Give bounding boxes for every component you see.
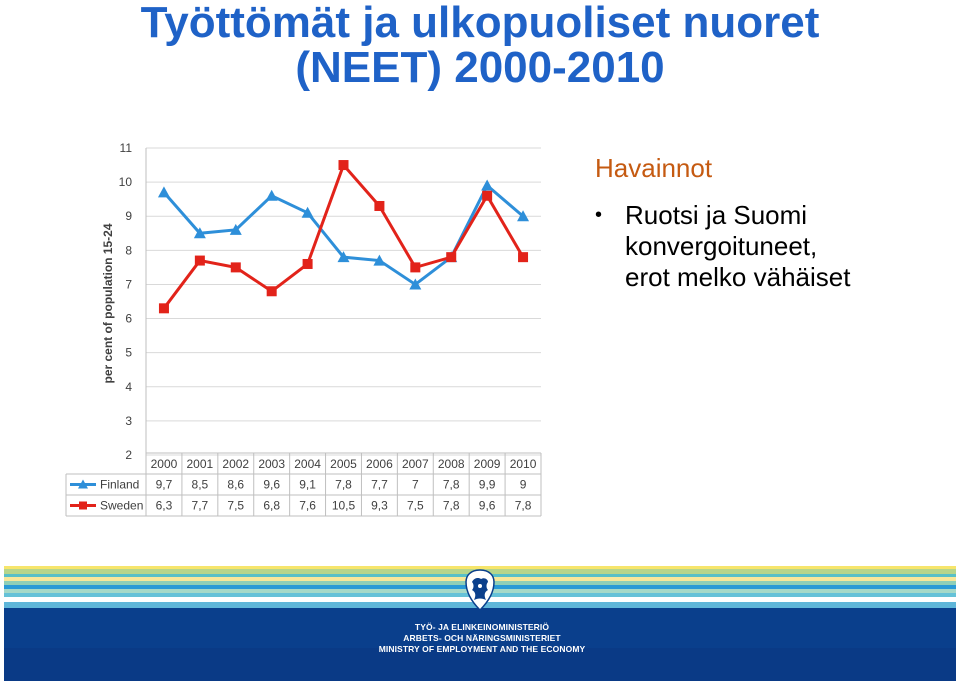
y-tick-label: 9 [125,209,132,223]
legend-label: Sweden [100,499,143,513]
data-label: 7,7 [371,478,388,492]
x-tick-label: 2008 [438,457,465,471]
footer-band [4,608,956,648]
x-tick-label: 2007 [402,457,429,471]
data-point-sweden [194,255,205,266]
x-tick-label: 2002 [222,457,249,471]
x-tick-label: 2005 [330,457,357,471]
observation-line-1: Ruotsi ja Suomi [625,200,808,230]
data-label: 9,9 [479,478,496,492]
observation-line-2: konvergoituneet, [625,231,818,261]
data-label: 10,5 [332,499,356,513]
observation-line-3: erot melko vähäiset [625,262,851,292]
data-label: 6,8 [263,499,280,513]
data-point-sweden [302,258,313,269]
observations-heading: Havainnot [595,153,713,183]
page-title: Työttömät ja ulkopuoliset nuoret (NEET) … [0,0,960,90]
observation-bullet: • Ruotsi ja Suomi konvergoituneet, erot … [595,200,955,293]
data-label: 6,3 [156,499,173,513]
data-label: 7,8 [515,499,532,513]
x-tick-label: 2006 [366,457,393,471]
data-label: 7,6 [299,499,316,513]
data-point-finland [481,179,494,191]
observations-panel: Havainnot • Ruotsi ja Suomi konvergoitun… [595,152,955,293]
legend-key-marker [79,501,87,510]
data-point-sweden [410,262,421,273]
data-point-sweden [374,200,385,211]
data-label: 9,6 [479,499,496,513]
data-label: 7,8 [335,478,352,492]
observations-list: • Ruotsi ja Suomi konvergoituneet, erot … [595,200,955,293]
title-line-1: Työttömät ja ulkopuoliset nuoret [140,0,820,47]
data-point-sweden [338,160,349,171]
x-tick-label: 2009 [474,457,501,471]
data-point-sweden [266,286,277,297]
data-point-sweden [482,190,493,201]
legend-key-marker [78,479,88,489]
data-label: 8,5 [192,478,209,492]
data-label: 7,7 [192,499,209,513]
y-tick-label: 4 [125,380,132,394]
y-tick-label: 2 [125,448,132,462]
y-tick-label: 6 [125,312,132,326]
ministry-footer: TYÖ- JA ELINKEINOMINISTERIÖ ARBETS- OCH … [0,562,960,681]
data-label: 8,6 [227,478,244,492]
data-label: 9,6 [263,478,280,492]
title-line-2: (NEET) 2000-2010 [295,43,665,92]
data-point-sweden [446,252,457,263]
data-label: 9 [520,478,527,492]
ministry-name-sv: ARBETS- OCH NÄRINGSMINISTERIET [403,633,561,643]
ministry-name-en: MINISTRY OF EMPLOYMENT AND THE ECONOMY [378,644,586,654]
data-label: 9,1 [299,478,316,492]
data-point-sweden [518,252,529,263]
legend-label: Finland [100,478,139,492]
y-axis-label: per cent of population 15-24 [101,223,115,383]
x-tick-label: 2000 [151,457,178,471]
finnish-lion-crest-icon [465,569,495,612]
series-line-finland [162,183,525,287]
data-point-finland [193,227,206,239]
data-label: 7,8 [443,499,460,513]
data-label: 9,3 [371,499,388,513]
data-point-finland [301,206,314,218]
x-tick-label: 2003 [258,457,285,471]
series-line-sweden [162,162,525,310]
data-label: 7,5 [407,499,424,513]
x-tick-label: 2004 [294,457,321,471]
y-tick-label: 11 [120,141,133,155]
data-point-finland [157,186,170,198]
data-label: 7 [412,478,419,492]
x-tick-label: 2010 [510,457,537,471]
data-point-finland [229,223,242,235]
data-point-sweden [158,303,169,314]
y-tick-label: 7 [125,277,132,291]
footer-band [4,648,956,681]
neet-line-chart: 2 3 4 5 6 7 8 9 10 11 per cent of population 15-24… [65,141,542,517]
ministry-name-fi: TYÖ- JA ELINKEINOMINISTERIÖ [414,622,550,632]
data-point-finland [517,210,530,222]
y-tick-label: 5 [125,346,132,360]
ministry-banner: TYÖ- JA ELINKEINOMINISTERIÖ ARBETS- OCH … [0,562,960,681]
footer-stripe [4,566,956,569]
data-point-finland [337,251,350,263]
y-tick-label: 10 [119,175,133,189]
data-point-finland [373,254,386,266]
data-point-finland [409,278,422,290]
x-tick-label: 2001 [187,457,214,471]
y-tick-label: 8 [125,243,132,257]
data-point-sweden [230,262,241,273]
data-label: 7,8 [443,478,460,492]
data-point-finland [265,189,278,201]
data-label: 7,5 [227,499,244,513]
y-tick-label: 3 [125,414,132,428]
data-label: 9,7 [156,478,173,492]
bullet-icon: • [595,204,603,226]
